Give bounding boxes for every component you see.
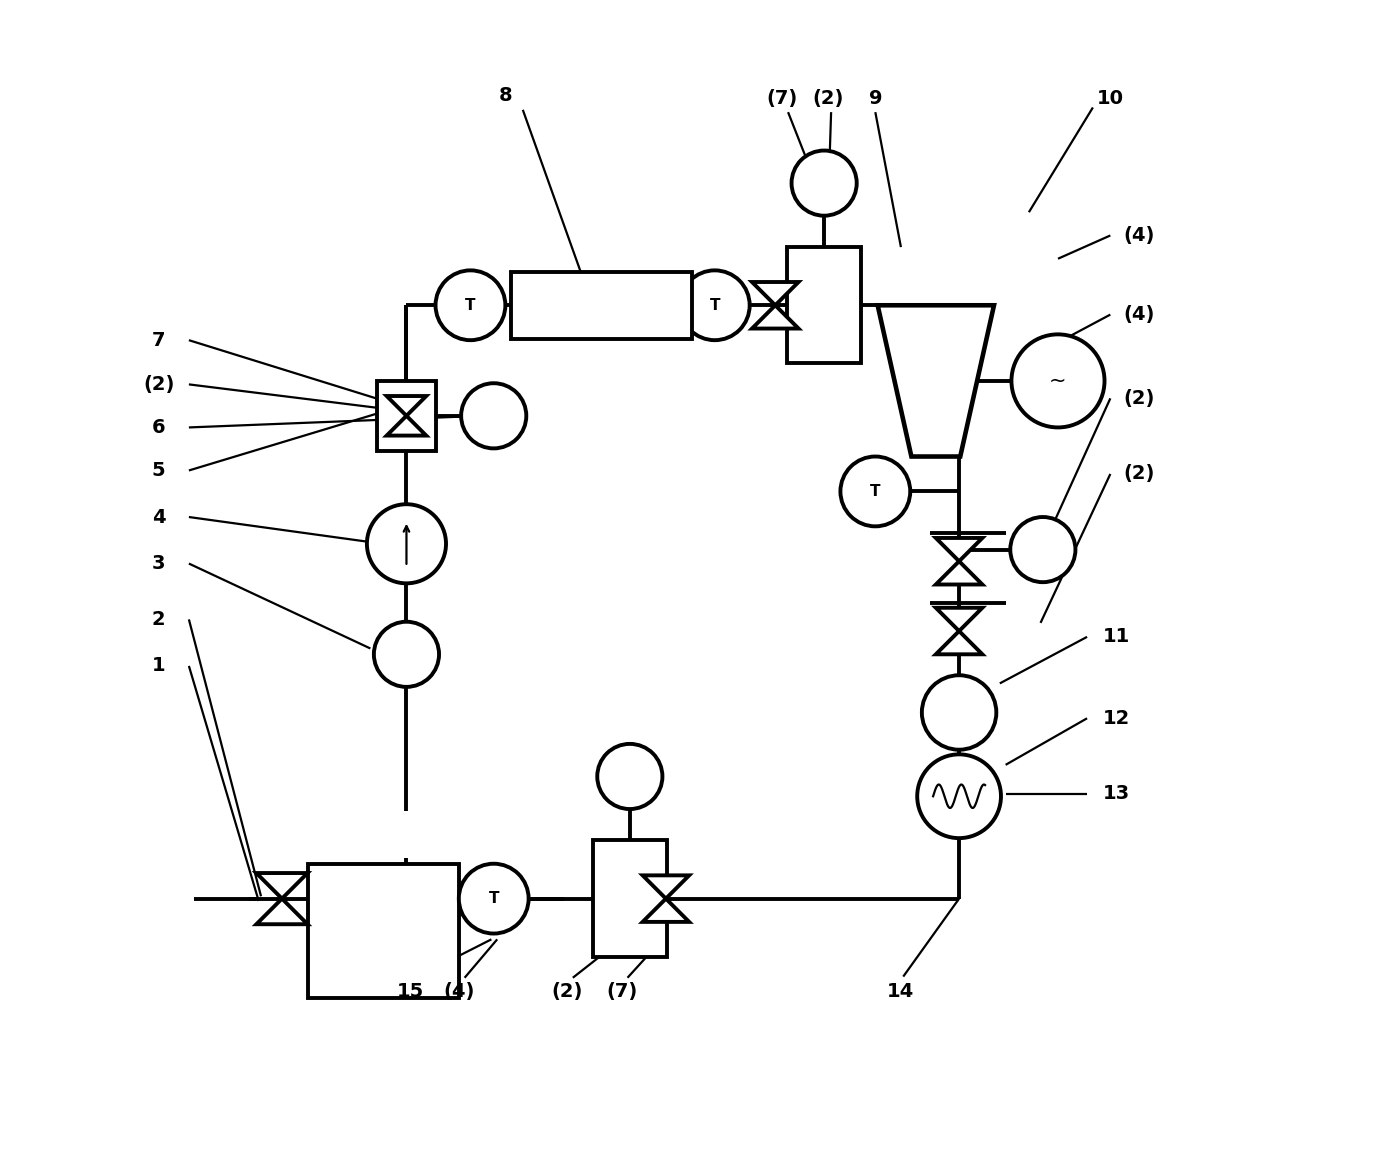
Polygon shape [936,608,982,631]
Polygon shape [387,416,426,436]
Polygon shape [752,305,798,328]
Text: 6: 6 [152,419,166,437]
Circle shape [461,383,527,449]
Text: 2: 2 [152,610,166,629]
Text: (2): (2) [1124,389,1155,408]
Text: T: T [465,298,476,313]
Polygon shape [936,631,982,655]
Text: 4: 4 [152,507,166,526]
Text: T: T [870,484,881,499]
Polygon shape [643,876,689,899]
Text: (2): (2) [812,89,844,108]
Bar [592,841,667,956]
Text: (2): (2) [552,982,582,1001]
Polygon shape [936,561,982,584]
Text: 13: 13 [1102,784,1130,803]
Text: 15: 15 [397,982,423,1001]
Circle shape [680,270,750,340]
Text: 7: 7 [152,331,166,350]
Circle shape [791,151,856,216]
Circle shape [917,754,1001,838]
Circle shape [597,743,662,809]
Polygon shape [752,282,798,305]
Text: T: T [709,298,721,313]
Text: (2): (2) [1124,464,1155,484]
Polygon shape [643,899,689,922]
Text: 9: 9 [869,89,882,108]
Circle shape [436,270,505,340]
Bar [378,381,436,451]
Text: 11: 11 [1102,628,1130,646]
Bar [307,864,459,997]
Circle shape [366,504,445,583]
Text: 8: 8 [498,87,512,105]
Text: (7): (7) [606,982,638,1001]
Text: 10: 10 [1097,89,1124,108]
Text: T: T [488,891,499,906]
Text: 3: 3 [152,554,166,573]
Text: 1: 1 [152,657,166,676]
Text: 12: 12 [1102,708,1130,728]
Circle shape [841,457,910,526]
Polygon shape [936,538,982,561]
Text: ~: ~ [1050,371,1066,390]
Text: (4): (4) [1124,226,1155,245]
Circle shape [1011,517,1076,582]
Circle shape [922,676,996,749]
Circle shape [1011,334,1105,428]
Circle shape [373,622,438,687]
Polygon shape [387,396,426,416]
Polygon shape [256,899,307,925]
Text: (4): (4) [1124,305,1155,324]
Circle shape [459,864,528,934]
Text: 14: 14 [888,982,914,1001]
Text: 5: 5 [152,461,166,480]
Text: (2): (2) [142,375,174,394]
Bar [512,271,692,339]
Text: (7): (7) [766,89,798,108]
Bar [787,247,862,364]
Polygon shape [878,305,994,457]
Polygon shape [256,873,307,899]
Text: (4): (4) [443,982,474,1001]
